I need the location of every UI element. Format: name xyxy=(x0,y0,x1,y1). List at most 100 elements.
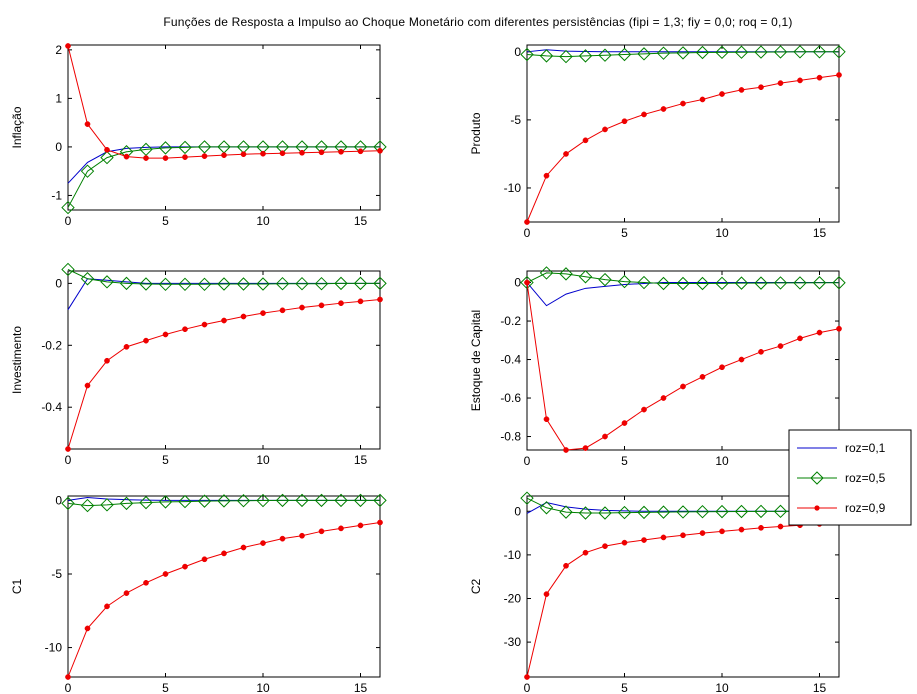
data-point xyxy=(260,150,266,157)
data-point xyxy=(563,151,569,157)
y-tick-label: -0.4 xyxy=(500,353,521,367)
x-tick-label: 0 xyxy=(524,226,531,240)
data-point xyxy=(139,495,153,510)
data-point xyxy=(84,625,91,632)
y-tick-label: -10 xyxy=(504,548,522,562)
data-point xyxy=(182,326,188,333)
y-tick-label: 0 xyxy=(55,276,62,290)
data-point xyxy=(338,148,344,155)
data-point xyxy=(637,47,651,61)
data-point xyxy=(158,141,173,155)
y-tick-label: -0.8 xyxy=(500,430,521,444)
data-point xyxy=(162,331,169,338)
data-point xyxy=(598,272,612,287)
x-tick-label: 5 xyxy=(621,454,628,468)
data-point xyxy=(812,45,827,59)
y-tick-label: 0 xyxy=(514,45,521,59)
data-point xyxy=(357,522,364,529)
data-point xyxy=(197,277,212,292)
y-tick-label: 1 xyxy=(55,91,62,105)
data-point xyxy=(578,49,593,63)
data-point xyxy=(295,493,309,508)
data-point xyxy=(299,304,305,311)
y-tick-label: -0.6 xyxy=(500,391,521,405)
data-point xyxy=(318,302,325,309)
data-point xyxy=(520,275,534,290)
data-point xyxy=(777,80,784,86)
data-point xyxy=(754,276,768,290)
plot-frame xyxy=(526,495,840,678)
data-point xyxy=(660,534,667,541)
data-point xyxy=(582,549,589,556)
data-point xyxy=(676,276,690,291)
data-point xyxy=(240,313,247,320)
y-axis-label: Estoque de Capital xyxy=(469,310,483,411)
series-line xyxy=(67,268,380,285)
y-tick-label: -5 xyxy=(510,113,521,127)
data-point xyxy=(260,540,266,546)
y-tick-label: -0.2 xyxy=(500,314,521,328)
y-tick-label: -20 xyxy=(504,591,522,605)
data-point xyxy=(836,325,842,332)
data-point xyxy=(832,276,846,290)
data-point xyxy=(162,155,169,161)
data-point xyxy=(65,674,71,680)
data-point xyxy=(65,43,71,49)
data-point xyxy=(656,276,671,291)
data-point xyxy=(758,84,764,91)
data-point xyxy=(338,525,344,532)
data-point xyxy=(773,504,788,519)
data-point xyxy=(738,356,745,363)
data-point xyxy=(279,150,286,157)
data-point xyxy=(656,46,671,60)
data-point xyxy=(520,47,534,62)
data-point xyxy=(104,146,110,153)
data-point xyxy=(143,155,149,161)
data-point xyxy=(543,416,550,423)
data-point xyxy=(793,276,807,290)
data-point xyxy=(602,126,608,133)
series-roz-0-5 xyxy=(520,45,846,64)
series-roz-0-9 xyxy=(524,519,842,680)
x-tick-label: 10 xyxy=(256,453,270,467)
series-roz-0-9 xyxy=(524,279,842,453)
data-point xyxy=(656,505,671,519)
data-point xyxy=(598,48,612,62)
series-line xyxy=(67,521,381,678)
data-point xyxy=(676,505,690,519)
series-roz-0-5 xyxy=(61,262,387,292)
data-point xyxy=(61,496,75,511)
data-point xyxy=(299,149,305,156)
data-point xyxy=(715,504,729,519)
data-point xyxy=(602,433,608,440)
data-point xyxy=(754,45,768,59)
data-point xyxy=(680,100,686,107)
data-point xyxy=(221,550,227,557)
data-point xyxy=(520,491,534,505)
y-axis-label: Inflação xyxy=(10,106,24,148)
data-point xyxy=(563,562,569,569)
data-point xyxy=(217,494,231,508)
data-point xyxy=(334,276,348,291)
data-point xyxy=(637,505,651,520)
data-point xyxy=(314,276,329,291)
data-point xyxy=(816,329,823,336)
data-point xyxy=(353,493,368,508)
series-roz-0-9 xyxy=(65,43,383,161)
x-tick-label: 5 xyxy=(162,681,169,694)
data-point xyxy=(373,276,387,291)
data-point xyxy=(660,106,667,112)
data-point xyxy=(563,447,569,453)
data-point xyxy=(695,276,710,291)
data-point xyxy=(559,505,573,519)
legend-entry: roz=0,5 xyxy=(797,471,886,485)
data-point xyxy=(797,335,803,342)
data-point xyxy=(123,590,130,596)
data-point xyxy=(617,274,632,289)
data-point xyxy=(80,272,95,286)
data-point xyxy=(715,45,729,60)
series-line xyxy=(526,282,840,451)
legend-entry: roz=0,1 xyxy=(797,441,886,455)
data-point xyxy=(240,151,247,158)
